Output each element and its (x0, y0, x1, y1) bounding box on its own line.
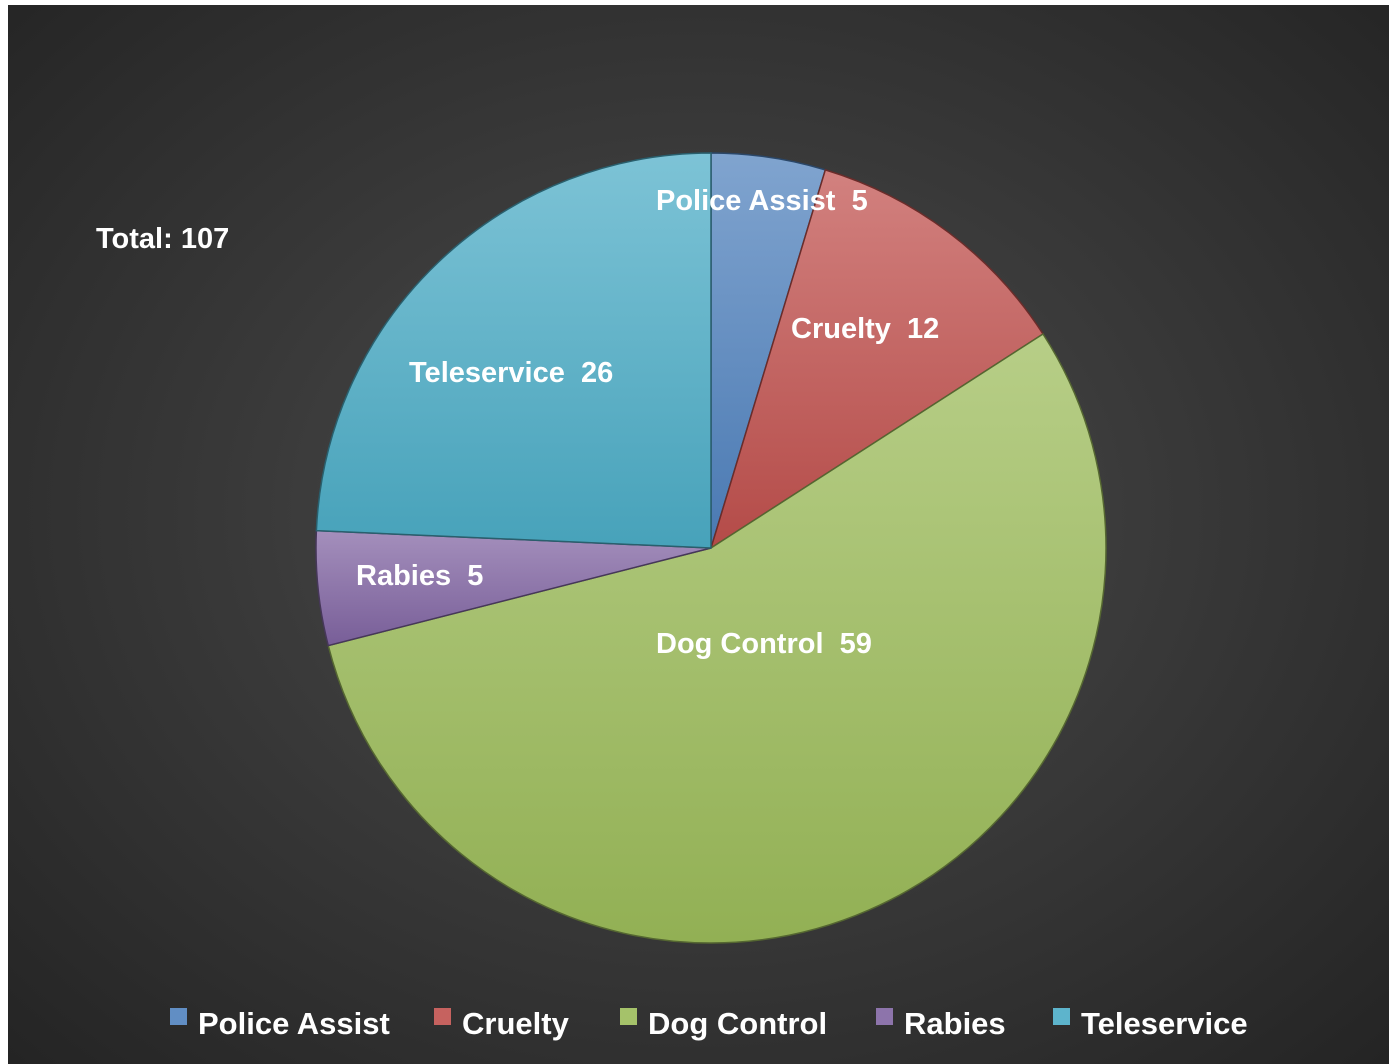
legend-label-cruelty: Cruelty (462, 1006, 570, 1041)
data-label-teleservice: Teleservice 26 (409, 357, 613, 389)
legend-swatch-cruelty (434, 1008, 451, 1025)
pie-slices (315, 152, 1107, 944)
legend-swatch-rabies (876, 1008, 893, 1025)
legend-swatch-teleservice (1053, 1008, 1070, 1025)
data-label-dog-control: Dog Control 59 (656, 628, 872, 660)
legend-label-police-assist: Police Assist (198, 1006, 390, 1041)
legend-swatch-police-assist (170, 1008, 187, 1025)
data-label-cruelty: Cruelty 12 (791, 313, 939, 345)
legend-label-dog-control: Dog Control (648, 1006, 827, 1041)
pie-data-labels: Police Assist 5 Cruelty 12 Dog Control 59 R… (356, 185, 939, 660)
legend-label-teleservice: Teleservice (1081, 1006, 1248, 1041)
data-label-rabies: Rabies 5 (356, 560, 483, 592)
pie-slice-cruelty (709, 168, 1045, 550)
total-annotation: Total: 107 (96, 223, 229, 255)
pie-slice-teleservice (315, 152, 712, 549)
legend: Police Assist Cruelty Dog Control Rabies Tel… (170, 1006, 1248, 1041)
pie-slice-dog-control (327, 332, 1107, 944)
data-label-police-assist: Police Assist 5 (656, 185, 868, 217)
legend-swatch-dog-control (620, 1008, 637, 1025)
legend-label-rabies: Rabies (904, 1006, 1006, 1041)
